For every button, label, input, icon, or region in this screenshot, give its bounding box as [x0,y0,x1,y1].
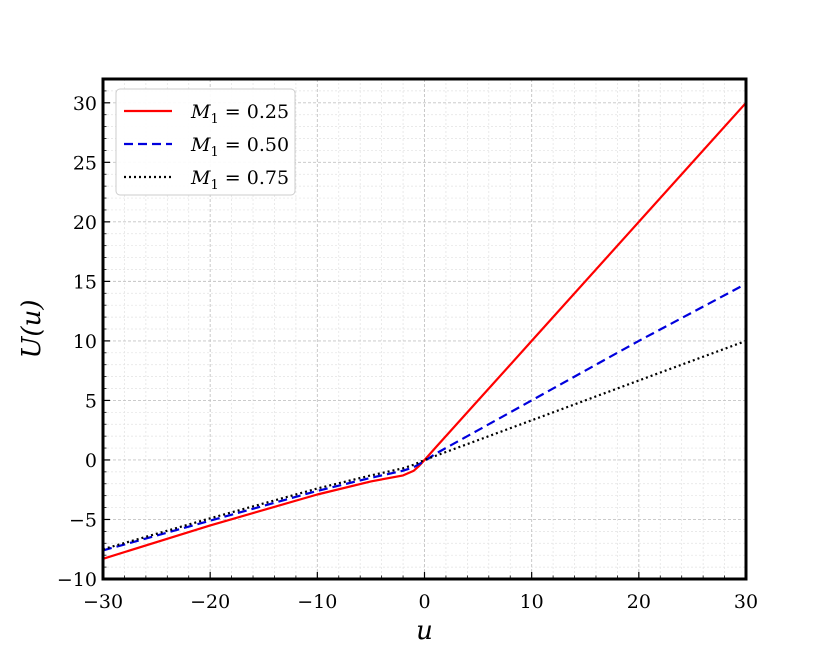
legend-label: M1 = 0.50 [190,134,289,160]
x-tick-label: −10 [297,591,337,613]
x-tick-label: 20 [627,591,651,613]
y-tick-label: −10 [57,569,97,591]
x-tick-label: −20 [190,591,230,613]
y-tick-label: 15 [73,271,97,293]
x-tick-labels: −30 −20 −10 0 10 20 30 [83,591,758,613]
y-tick-label: 5 [85,390,97,412]
x-tick-label: −30 [83,591,123,613]
legend-label: M1 = 0.75 [190,167,289,193]
y-tick-labels: −10 −5 0 5 10 15 20 25 30 [57,93,97,591]
y-tick-label: 20 [73,212,97,234]
x-tick-label: 10 [520,591,544,613]
y-tick-label: −5 [69,509,97,531]
legend-box [115,88,296,196]
x-tick-label: 0 [418,591,430,613]
y-tick-label: 0 [85,450,97,472]
series-layer [102,102,747,560]
legend-label: M1 = 0.25 [190,101,289,127]
y-tick-label: 30 [73,93,97,115]
y-tick-label: 25 [73,152,97,174]
x-axis-label: u [416,616,433,646]
y-axis-label: U(u) [17,300,47,359]
axis-ticks [102,78,747,580]
legend: M1 = 0.25 M1 = 0.50 M1 = 0.75 [115,88,296,196]
y-tick-label: 10 [73,331,97,353]
x-tick-label: 30 [734,591,758,613]
series-line-1 [102,102,747,560]
